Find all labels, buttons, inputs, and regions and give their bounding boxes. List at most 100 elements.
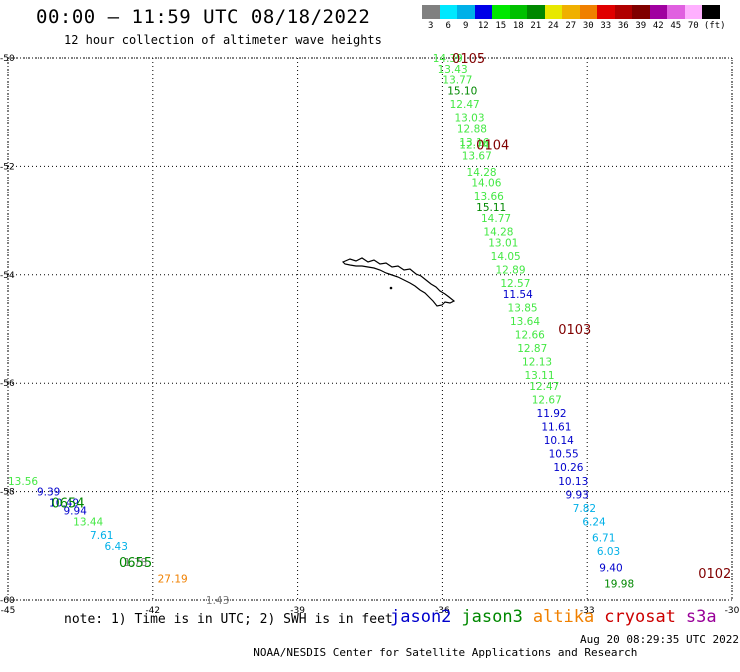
wave-height-reading: 10.49 <box>49 497 79 509</box>
colorbar-label: 15 <box>495 21 507 31</box>
wave-height-reading: 13.01 <box>488 237 518 249</box>
wave-height-reading: 14.28 <box>483 226 513 238</box>
lat-tick-label: -56 <box>0 379 15 389</box>
colorbar-label: 6 <box>445 21 451 31</box>
wave-height-reading: 10.14 <box>544 435 574 447</box>
lon-tick-label: -42 <box>145 606 160 616</box>
wave-height-colorbar <box>422 5 720 19</box>
agency-credit: NOAA/NESDIS Center for Satellite Applica… <box>253 646 638 659</box>
lon-tick-label: -39 <box>290 606 305 616</box>
wave-height-reading: 14.28 <box>467 167 497 179</box>
colorbar-swatch <box>562 5 580 19</box>
wave-height-reading: 13.11 <box>524 370 554 382</box>
lat-tick-label: -54 <box>0 271 15 281</box>
wave-height-reading: 11.61 <box>541 422 571 434</box>
wave-height-reading: 13.03 <box>454 113 484 125</box>
colorbar-swatch <box>684 5 702 19</box>
wave-height-reading: 12.74 <box>459 140 489 152</box>
wave-height-reading: 6.03 <box>597 546 620 558</box>
colorbar-label: 45 <box>670 21 682 31</box>
wave-height-reading: 13.43 <box>438 64 468 76</box>
legend-altika: altika <box>532 607 595 627</box>
wave-height-reading: 12.89 <box>495 264 525 276</box>
wave-height-reading: 14.05 <box>491 251 521 263</box>
wave-height-reading: 6.24 <box>582 516 606 528</box>
wave-height-reading: 10.55 <box>549 449 579 461</box>
wave-height-reading: 13.66 <box>474 191 504 203</box>
colorbar-swatch <box>474 5 492 19</box>
pass-time-label: 0102 <box>698 567 731 582</box>
legend-jason2: jason2 <box>390 607 452 627</box>
satellite-legend: jason2 jason3 altika cryosat s3a <box>390 607 727 627</box>
colorbar-swatch <box>579 5 597 19</box>
wave-height-reading: 7.61 <box>90 530 113 542</box>
wave-height-reading: 14.39 <box>433 53 463 65</box>
lat-tick-label: -50 <box>0 54 15 64</box>
wave-height-reading: 12.87 <box>517 343 547 355</box>
wave-height-reading: 14.06 <box>471 178 501 190</box>
wave-height-reading: 12.57 <box>500 278 530 290</box>
wave-height-reading: 9.40 <box>599 562 622 574</box>
wave-height-reading: 12.47 <box>450 99 480 111</box>
colorbar-label: 70 <box>687 21 699 31</box>
wave-height-reading: 13.67 <box>462 151 492 163</box>
wave-height-reading: 15.11 <box>476 202 506 214</box>
colorbar-swatch <box>702 5 720 19</box>
wave-height-reading: 1.78 <box>124 557 147 569</box>
colorbar-label: 27 <box>565 21 577 31</box>
wave-height-reading: 12.88 <box>457 123 487 135</box>
map-border <box>7 57 733 601</box>
island-islet <box>389 286 393 290</box>
map-title: 00:00 – 11:59 UTC 08/18/2022 <box>36 6 371 28</box>
colorbar-swatch <box>439 5 457 19</box>
colorbar-label: 24 <box>547 21 559 31</box>
colorbar-label: 3 <box>428 21 434 31</box>
wave-height-map: -45 -42 -39 -36 -33 -30 -50 -52 -54 -56 -58 -60 14.… <box>0 52 740 616</box>
wave-height-reading: 11.92 <box>537 408 567 420</box>
pass-time-labels: 0105 0104 0103 0102 0654 0655 <box>51 52 731 582</box>
legend-s3a: s3a <box>685 607 717 627</box>
colorbar-label: 36 <box>617 21 629 31</box>
wave-height-reading: 13.64 <box>510 316 540 328</box>
wave-height-reading: 12.13 <box>522 357 552 369</box>
map-subtitle: 12 hour collection of altimeter wave hei… <box>64 33 382 47</box>
wave-height-reading: 15.10 <box>447 86 477 98</box>
lat-lon-grid <box>7 57 733 601</box>
note-text: note: 1) Time is in UTC; 2) SWH is in fe… <box>64 612 393 627</box>
wave-height-reading: 10.26 <box>553 462 583 474</box>
wave-height-reading: 9.94 <box>64 506 88 518</box>
colorbar-swatch <box>649 5 667 19</box>
lat-tick-label: -60 <box>0 596 15 606</box>
colorbar-swatch <box>422 5 440 19</box>
colorbar-swatch <box>614 5 632 19</box>
wave-height-reading: 7.82 <box>573 503 596 515</box>
colorbar-swatch <box>457 5 475 19</box>
pass-time-label: 0103 <box>558 323 591 338</box>
wave-height-reading: 10.13 <box>558 476 588 488</box>
wave-height-reading: 6.71 <box>592 533 615 545</box>
wave-height-reading: 11.54 <box>503 289 533 301</box>
legend-cryosat: cryosat <box>604 607 676 627</box>
colorbar-label: (ft) <box>703 21 726 31</box>
lat-tick-label: -52 <box>0 162 15 172</box>
colorbar-label: 33 <box>600 21 612 31</box>
wave-height-reading: 1.43 <box>206 595 229 607</box>
wave-height-reading: 19.98 <box>604 579 634 591</box>
wave-height-reading: 12.67 <box>532 394 562 406</box>
wave-height-reading: 9.39 <box>37 487 60 499</box>
colorbar-swatch <box>509 5 527 19</box>
colorbar-swatch <box>667 5 685 19</box>
lat-tick-label: -58 <box>0 488 15 498</box>
colorbar-swatch <box>597 5 615 19</box>
wave-height-reading: 9.93 <box>565 489 588 501</box>
lon-tick-label: -45 <box>1 606 16 616</box>
footer: NOAA/NESDIS Center for Satellite Applica… <box>240 633 739 672</box>
pass-time-label: 0654 <box>51 496 84 511</box>
wave-height-reading: 13.16 <box>459 137 489 149</box>
wave-height-reading: 13.77 <box>442 75 472 87</box>
colorbar-label: 21 <box>530 21 542 31</box>
colorbar-swatch <box>632 5 650 19</box>
colorbar-label: 30 <box>582 21 594 31</box>
pass-time-label: 0104 <box>476 139 509 154</box>
